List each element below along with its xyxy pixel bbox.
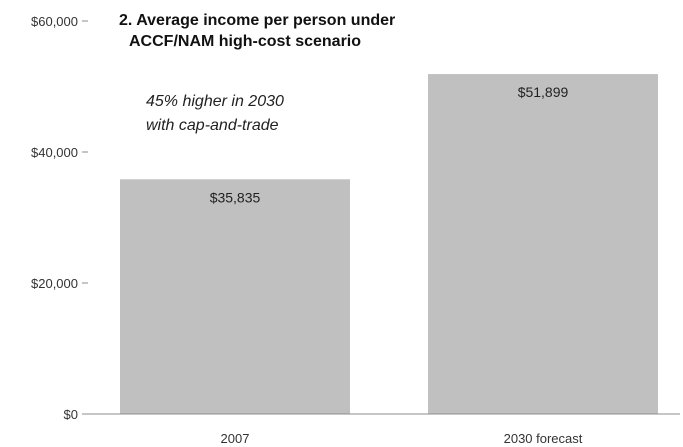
annotation-line-2: with cap-and-trade	[146, 117, 279, 134]
bars: $35,835 $51,899	[120, 74, 658, 414]
bar	[428, 74, 658, 414]
x-tick-label: 2030 forecast	[504, 431, 583, 446]
bar-data-label: $35,835	[210, 189, 261, 205]
bar	[120, 179, 350, 414]
chart-title-line-1: 2. Average income per person under	[119, 12, 396, 29]
y-tick-label: $20,000	[31, 276, 78, 291]
bar-data-label: $51,899	[518, 84, 569, 100]
annotation-line-1: 45% higher in 2030	[146, 93, 284, 110]
y-axis-ticks: $0 $20,000 $40,000 $60,000	[31, 14, 88, 422]
y-tick-label: $0	[64, 407, 78, 422]
x-tick-label: 2007	[221, 431, 250, 446]
chart-annotation: 45% higher in 2030 with cap-and-trade	[146, 90, 284, 138]
chart-title: 2. Average income per person under ACCF/…	[119, 10, 395, 52]
chart-title-line-2: ACCF/NAM high-cost scenario	[129, 33, 362, 50]
x-axis-labels: 2007 2030 forecast	[221, 431, 583, 446]
y-tick-label: $40,000	[31, 145, 78, 160]
y-tick-label: $60,000	[31, 14, 78, 29]
